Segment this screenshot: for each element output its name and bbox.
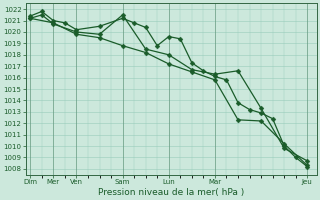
X-axis label: Pression niveau de la mer( hPa ): Pression niveau de la mer( hPa ) bbox=[98, 188, 244, 197]
